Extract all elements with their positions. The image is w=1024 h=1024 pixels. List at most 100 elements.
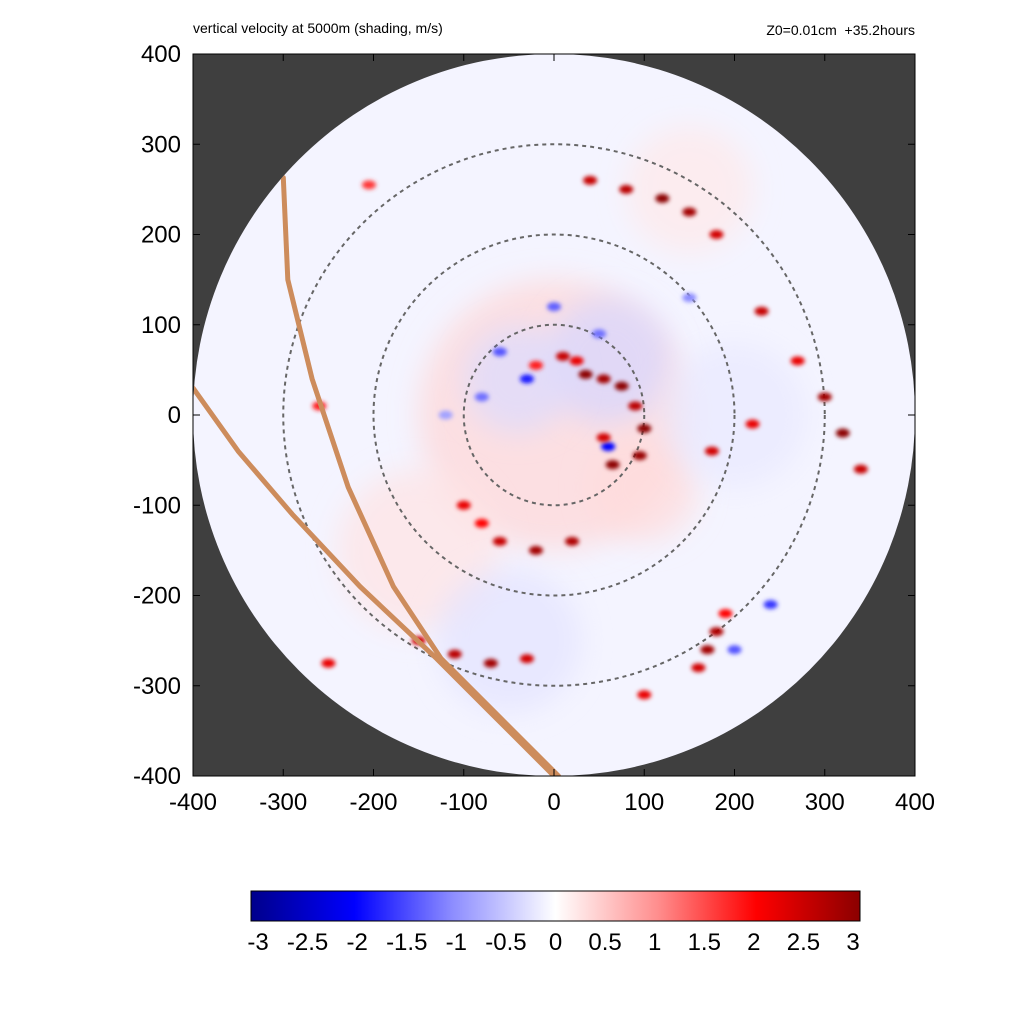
colorbar-tick-label: -2.5: [287, 929, 328, 956]
range-ring: [462, 323, 646, 507]
updraft-cell: [637, 424, 652, 434]
y-tick-label: 100: [141, 312, 181, 339]
downdraft-cell: [547, 302, 561, 312]
updraft-cell: [492, 536, 507, 546]
updraft-cell: [596, 374, 611, 384]
updraft-cell: [718, 609, 733, 619]
updraft-cell: [605, 460, 620, 470]
colorbar-tick-label: -0.5: [485, 929, 526, 956]
updraft-cell: [632, 451, 647, 461]
updraft-cell: [709, 627, 724, 637]
colorbar-tick-label: 1.5: [688, 929, 721, 956]
updraft-cell: [754, 306, 769, 316]
updraft-cell: [528, 360, 543, 370]
shading-blob: [544, 297, 672, 425]
run-info-label: Z0=0.01cm +35.2hours: [766, 22, 915, 38]
updraft-cell: [637, 690, 652, 700]
y-tick-label: 0: [168, 402, 181, 429]
range-ring: [282, 143, 826, 687]
y-tick-label: 300: [141, 131, 181, 158]
x-tick-label: -400: [169, 789, 217, 816]
updraft-cell: [519, 654, 534, 664]
updraft-cell: [835, 428, 850, 438]
updraft-cell: [682, 207, 697, 217]
updraft-cell: [704, 446, 719, 456]
shading-blob: [626, 126, 753, 253]
updraft-cell: [628, 401, 643, 411]
x-tick-label: 0: [547, 789, 560, 816]
updraft-cell: [691, 663, 706, 673]
y-tick-label: -400: [133, 763, 181, 790]
x-tick-label: 300: [805, 789, 845, 816]
updraft-cell: [474, 518, 489, 528]
convective-cells: [312, 175, 868, 700]
colorbar: [250, 890, 861, 922]
colorbar-tick-label: -3: [247, 929, 268, 956]
downdraft-cell: [474, 392, 489, 402]
downdraft-cell: [592, 329, 607, 339]
colorbar-tick-label: 0: [549, 929, 562, 956]
shading-blob: [436, 568, 582, 713]
x-tick-label: 100: [624, 789, 664, 816]
x-tick-label: -100: [440, 789, 488, 816]
updraft-cell: [321, 658, 336, 668]
colorbar-tick-label: -1.5: [386, 929, 427, 956]
colorbar-tick-label: -1: [446, 929, 467, 956]
updraft-cell: [578, 369, 593, 379]
colorbar-tick-label: 2.5: [787, 929, 820, 956]
updraft-cell: [456, 500, 471, 510]
colorbar-tick-label: 2: [747, 929, 760, 956]
colorbar-tick-label: 1: [648, 929, 661, 956]
updraft-cell: [447, 649, 462, 659]
updraft-cell: [583, 175, 598, 185]
storm-tracks: [193, 175, 561, 776]
x-tick-label: 400: [895, 789, 935, 816]
updraft-cell: [853, 464, 868, 474]
y-tick-label: -100: [133, 492, 181, 519]
chart-title: vertical velocity at 5000m (shading, m/s…: [193, 20, 443, 36]
updraft-cell: [745, 419, 760, 429]
updraft-cell: [556, 351, 571, 361]
updraft-cell: [655, 193, 670, 203]
downdraft-cell: [601, 442, 616, 452]
updraft-cell: [569, 356, 584, 366]
storm-track: [193, 385, 557, 776]
downdraft-cell: [727, 645, 742, 655]
shading-blob: [463, 324, 573, 434]
y-axis-tick-labels: 400 300 200 100 0 -100 -200 -300 -400: [133, 41, 181, 790]
updraft-cell: [596, 433, 611, 443]
range-rings: [282, 143, 826, 687]
downdraft-cell: [492, 347, 507, 357]
colorbar-tick-label: 0.5: [588, 929, 621, 956]
updraft-cell: [619, 184, 634, 194]
updraft-cell: [700, 645, 715, 655]
y-tick-label: 400: [141, 41, 181, 68]
updraft-cell: [614, 381, 629, 391]
downdraft-cell: [438, 410, 453, 420]
storm-track: [280, 175, 561, 776]
colorbar-tick-label: -2: [346, 929, 367, 956]
range-ring: [372, 233, 736, 597]
downdraft-cell: [519, 374, 534, 384]
x-axis-tick-labels: -400 -300 -200 -100 0 100 200 300 400: [169, 789, 935, 816]
x-tick-label: -300: [259, 789, 307, 816]
x-tick-label: -200: [349, 789, 397, 816]
updraft-cell: [817, 392, 832, 402]
x-tick-label: 200: [714, 789, 754, 816]
downdraft-cell: [682, 293, 697, 303]
updraft-cell: [528, 545, 543, 555]
axis-ticks: [192, 53, 916, 777]
shading-blob: [590, 433, 699, 542]
updraft-cell: [709, 230, 724, 239]
updraft-cell: [790, 356, 805, 366]
y-tick-label: -300: [133, 673, 181, 700]
colorbar-tick-labels: -3 -2.5 -2 -1.5 -1 -0.5 0 0.5 1 1.5 2 2.5 3: [247, 929, 859, 956]
downdraft-cell: [763, 600, 778, 610]
y-tick-label: -200: [133, 583, 181, 610]
updraft-cell: [361, 180, 376, 190]
colorbar-tick-label: 3: [846, 929, 859, 956]
updraft-cell: [483, 658, 498, 668]
updraft-cell: [565, 536, 580, 546]
y-tick-label: 200: [141, 222, 181, 249]
